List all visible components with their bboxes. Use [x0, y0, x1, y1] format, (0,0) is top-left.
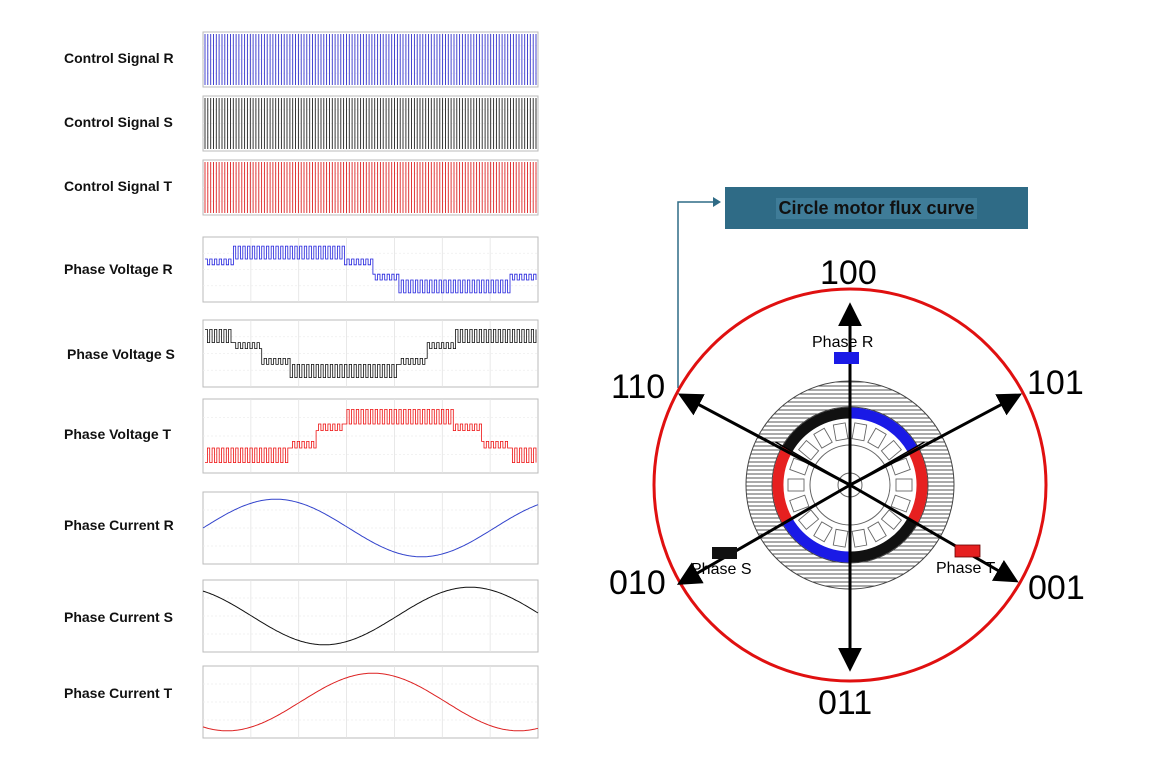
waveform-panel-phase-voltage-t — [202, 398, 539, 474]
waveform-panel-control-signal-s — [202, 95, 539, 152]
rotor-slot — [787, 478, 805, 492]
direction-label-011: 011 — [818, 684, 873, 722]
flux-diagram — [652, 197, 1048, 683]
row-label-control-signal-t: Control Signal T — [64, 178, 173, 194]
rotor-slot — [813, 521, 833, 543]
flux-circle — [652, 287, 1048, 683]
arrow-110 — [677, 393, 851, 487]
rotor-slot — [851, 422, 868, 442]
row-label-phase-current-r: Phase Current R — [64, 517, 174, 533]
row-label-phase-current-t: Phase Current T — [64, 685, 173, 701]
direction-label-100: 100 — [820, 254, 877, 292]
waveform-panel-phase-voltage-s — [202, 319, 539, 388]
rotor-slot — [813, 427, 833, 449]
panel-frame — [202, 491, 539, 565]
winding-arc-r-bottom — [782, 518, 851, 563]
current-trace — [202, 498, 539, 558]
rotor-slot — [789, 457, 810, 476]
rotor-slot — [797, 439, 820, 461]
connector-arrow-icon — [713, 197, 721, 207]
winding-arc-t-right — [907, 446, 928, 524]
pwm-trace — [204, 98, 537, 149]
row-label-phase-voltage-t: Phase Voltage T — [64, 426, 172, 442]
rotor-slot — [797, 509, 820, 531]
waveform-panel-phase-current-s — [202, 579, 539, 653]
winding-arc-t-left — [772, 446, 793, 524]
panel-frame — [202, 236, 539, 303]
winding-arc-r-top — [849, 407, 918, 452]
voltage-trace — [205, 245, 537, 294]
waveform-panel-phase-current-t — [202, 665, 539, 739]
rotor-slot — [851, 528, 868, 548]
voltage-trace — [205, 409, 537, 463]
voltage-trace — [205, 329, 537, 378]
current-trace — [202, 672, 539, 732]
phase-s-label: Phase S — [691, 561, 752, 578]
panel-frame — [202, 579, 539, 653]
rotor-slot — [895, 478, 913, 492]
rotor-slot — [867, 521, 887, 543]
rotor-slot — [867, 427, 887, 449]
phase-s-swatch — [712, 547, 737, 559]
direction-label-110: 110 — [611, 368, 666, 406]
direction-label-001: 001 — [1028, 569, 1085, 607]
rotor-slot — [880, 509, 903, 531]
diagram-title-text: Circle motor flux curve — [776, 197, 977, 219]
rotor-slot — [890, 457, 911, 476]
arrow-001 — [849, 483, 1019, 583]
current-trace — [202, 586, 539, 646]
waveform-panel-phase-voltage-r — [202, 236, 539, 303]
phase-t-label: Phase T — [936, 560, 996, 577]
arrow-101 — [849, 393, 1023, 487]
row-label-phase-current-s: Phase Current S — [64, 609, 173, 625]
winding-arc-s-bottom — [849, 518, 918, 563]
waveform-panel-control-signal-t — [202, 159, 539, 216]
row-label-control-signal-r: Control Signal R — [64, 50, 174, 66]
rotor-slot — [890, 494, 911, 513]
waveform-panel-control-signal-r — [202, 31, 539, 88]
waveform-panels — [202, 31, 539, 739]
waveform-panel-phase-current-r — [202, 491, 539, 565]
rotor-slot — [832, 528, 849, 548]
panel-frame — [202, 665, 539, 739]
rotor-slot — [789, 494, 810, 513]
diagram-title: Circle motor flux curve — [725, 187, 1028, 229]
connector-line — [677, 201, 718, 388]
row-label-phase-voltage-s: Phase Voltage S — [67, 346, 175, 362]
row-label-control-signal-s: Control Signal S — [64, 114, 173, 130]
pwm-trace — [204, 34, 537, 85]
direction-label-010: 010 — [609, 564, 666, 602]
phase-r-swatch — [834, 352, 859, 364]
pwm-trace — [204, 162, 537, 213]
rotor-slot — [880, 439, 903, 461]
rotor-slot — [832, 422, 849, 442]
row-label-phase-voltage-r: Phase Voltage R — [64, 261, 173, 277]
phase-r-label: Phase R — [812, 334, 874, 351]
winding-arc-s-top — [782, 407, 851, 452]
direction-label-101: 101 — [1027, 364, 1084, 402]
arrow-010 — [676, 483, 851, 585]
phase-t-swatch — [954, 544, 981, 558]
